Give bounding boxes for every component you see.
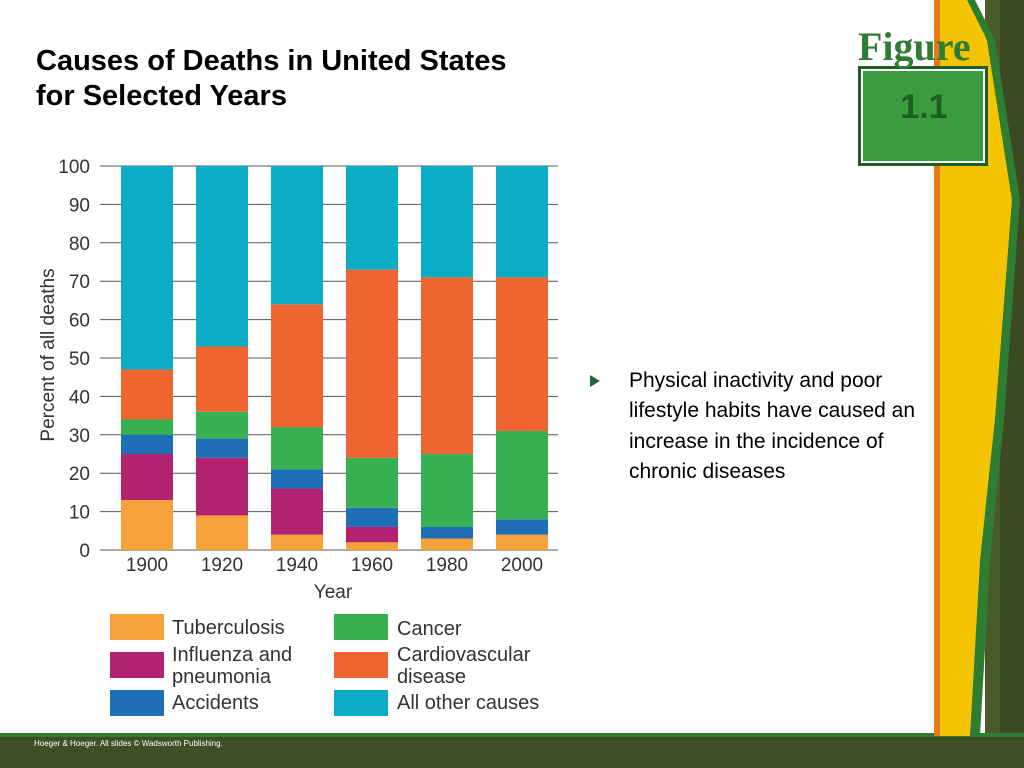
- x-tick-label: 1980: [426, 555, 468, 576]
- x-axis-label: Year: [314, 582, 353, 603]
- bar-segment: [196, 346, 248, 412]
- y-tick-label: 60: [69, 311, 90, 332]
- bar-segment: [421, 526, 473, 539]
- legend-label: Cardiovascular: [397, 644, 531, 666]
- y-tick-label: 90: [69, 195, 90, 216]
- bar-segment: [421, 277, 473, 454]
- bar-segment: [121, 434, 173, 454]
- legend-label: Tuberculosis: [172, 617, 285, 639]
- y-tick-label: 70: [69, 272, 90, 293]
- bar-segment: [496, 430, 548, 520]
- y-tick-label: 80: [69, 234, 90, 255]
- bar-segment: [346, 269, 398, 458]
- x-tick-label: 1940: [276, 555, 318, 576]
- bar-segment: [346, 166, 398, 270]
- bar-segment: [271, 304, 323, 428]
- legend-label: Influenza and: [172, 644, 292, 666]
- title-line-1: Causes of Deaths in United States: [36, 45, 507, 77]
- footer-credit: Hoeger & Hoeger. All slides © Wadsworth …: [34, 739, 223, 748]
- legend-swatch: [110, 690, 164, 716]
- y-tick-label: 50: [69, 349, 90, 370]
- bar-segment: [271, 427, 323, 470]
- bar-segment: [196, 457, 248, 516]
- figure-badge: Figure 1.1: [858, 24, 988, 166]
- bar-segment: [271, 534, 323, 550]
- bar-segment: [346, 457, 398, 508]
- y-tick-label: 0: [79, 541, 90, 562]
- legend-swatch: [334, 690, 388, 716]
- legend-label: Cancer: [397, 618, 462, 640]
- bullet-text: Physical inactivity and poor lifestyle h…: [629, 369, 916, 484]
- x-tick-label: 2000: [501, 555, 543, 576]
- badge-number: 1.1: [900, 88, 947, 126]
- bar-segment: [496, 519, 548, 535]
- x-tick-label: 1900: [126, 555, 168, 576]
- bar-segment: [346, 526, 398, 543]
- bar-segment: [496, 534, 548, 550]
- page-title: Causes of Deaths in United States for Se…: [36, 44, 636, 114]
- legend-label: Accidents: [172, 692, 259, 714]
- y-tick-label: 100: [58, 157, 90, 178]
- orange-stripe: [934, 0, 940, 736]
- bar-segment: [271, 469, 323, 489]
- bar-segment: [271, 166, 323, 305]
- y-axis-label: Percent of all deaths: [38, 268, 59, 441]
- legend-swatch: [110, 614, 164, 640]
- legend-label: All other causes: [397, 692, 539, 714]
- bar-segment: [121, 500, 173, 550]
- y-tick-label: 10: [69, 503, 90, 524]
- badge-box: [861, 69, 985, 163]
- bar-segment: [121, 369, 173, 420]
- legend-swatch: [334, 652, 388, 678]
- badge-label: Figure: [858, 24, 971, 69]
- bar-segment: [196, 515, 248, 550]
- bar-segment: [421, 454, 473, 527]
- bar-segment: [196, 411, 248, 439]
- y-tick-label: 40: [69, 387, 90, 408]
- bar-segment: [121, 454, 173, 501]
- bar-segment: [496, 166, 548, 278]
- legend-label: disease: [397, 666, 466, 688]
- bar-segment: [421, 538, 473, 550]
- bar-segment: [346, 542, 398, 550]
- legend-swatch: [110, 652, 164, 678]
- yellow-stripe: [936, 0, 1012, 736]
- bar-segment: [121, 166, 173, 370]
- footer-green-line: [0, 733, 1024, 737]
- legend-swatch: [334, 614, 388, 640]
- bar-segment: [196, 166, 248, 347]
- bar-segment: [496, 277, 548, 431]
- bar-segment: [121, 419, 173, 435]
- y-tick-label: 30: [69, 426, 90, 447]
- bar-segment: [196, 438, 248, 458]
- y-tick-label: 20: [69, 464, 90, 485]
- triangle-bullet-icon: [590, 375, 600, 387]
- legend-label: pneumonia: [172, 666, 272, 688]
- grass-footer-band: [0, 736, 1024, 768]
- bar-segment: [271, 488, 323, 535]
- bar-segment: [346, 507, 398, 527]
- x-tick-label: 1920: [201, 555, 243, 576]
- title-line-2: for Selected Years: [36, 79, 287, 112]
- bar-segment: [421, 166, 473, 278]
- x-tick-label: 1960: [351, 555, 393, 576]
